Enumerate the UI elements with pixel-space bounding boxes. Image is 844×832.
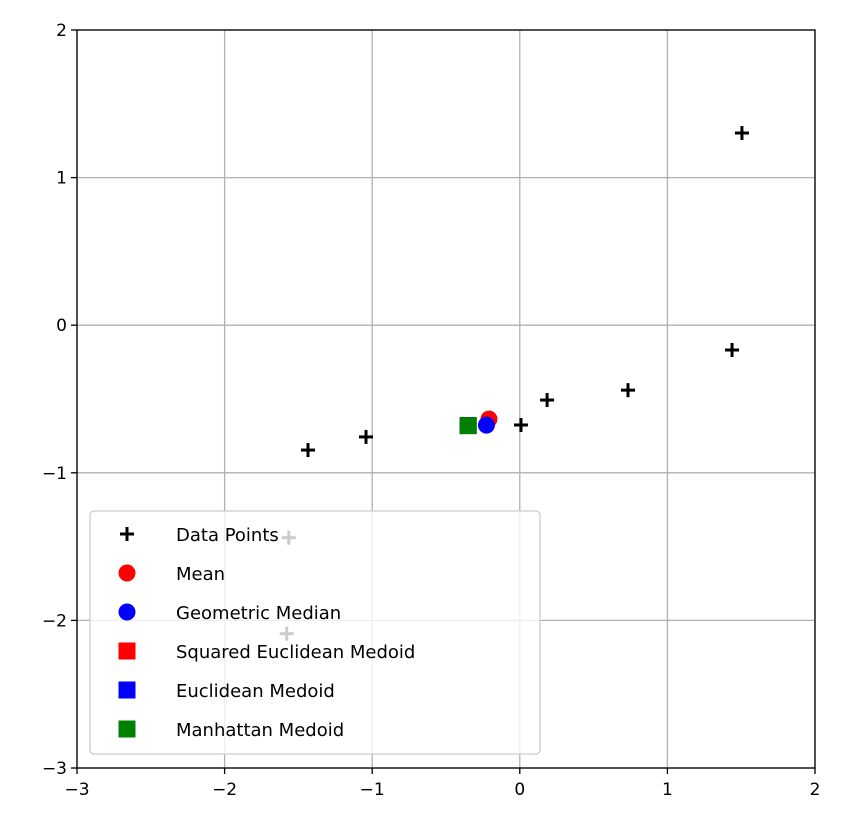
legend-label: Squared Euclidean Medoid bbox=[176, 642, 415, 663]
y-tick-label: −3 bbox=[42, 759, 67, 779]
legend-marker bbox=[118, 642, 136, 660]
data-point bbox=[725, 342, 740, 357]
legend-box bbox=[89, 510, 541, 755]
plot-frame bbox=[76, 29, 816, 769]
y-tick-label: 0 bbox=[56, 316, 67, 336]
legend-label: Geometric Median bbox=[176, 603, 341, 624]
data-point bbox=[513, 417, 528, 432]
legend: Data Points Mean Geometric Median Squared E… bbox=[89, 510, 541, 755]
data-point bbox=[540, 393, 555, 408]
legend-marker bbox=[118, 564, 136, 582]
legend-marker bbox=[120, 527, 134, 541]
legend-label: Mean bbox=[176, 564, 225, 585]
data-point bbox=[359, 429, 374, 444]
data-point bbox=[459, 417, 477, 435]
legend-label: Data Points bbox=[176, 525, 279, 546]
legend-marker bbox=[118, 720, 136, 738]
x-tick-label: −2 bbox=[212, 780, 237, 800]
y-tick-label: −1 bbox=[42, 464, 67, 484]
y-tick-label: 2 bbox=[56, 21, 67, 41]
legend-label: Manhattan Medoid bbox=[176, 720, 344, 741]
data-point bbox=[300, 443, 315, 458]
data-point bbox=[734, 126, 749, 141]
x-tick-label: 2 bbox=[810, 780, 821, 800]
plot-points bbox=[279, 126, 749, 641]
legend-label: Euclidean Medoid bbox=[176, 681, 335, 702]
y-tick-label: −2 bbox=[42, 611, 67, 631]
legend-marker bbox=[118, 681, 136, 699]
y-tick-label: 1 bbox=[56, 169, 67, 189]
data-point bbox=[620, 383, 635, 398]
data-point bbox=[477, 416, 495, 434]
x-tick-label: 1 bbox=[662, 780, 673, 800]
x-tick-label: −3 bbox=[64, 780, 89, 800]
x-tick-label: −1 bbox=[360, 780, 385, 800]
axis-ticks: −3 −2 −1 0 1 2 −3 −2 −1 0 1 2 bbox=[42, 21, 820, 800]
x-tick-label: 0 bbox=[514, 780, 525, 800]
legend-marker bbox=[118, 603, 136, 621]
